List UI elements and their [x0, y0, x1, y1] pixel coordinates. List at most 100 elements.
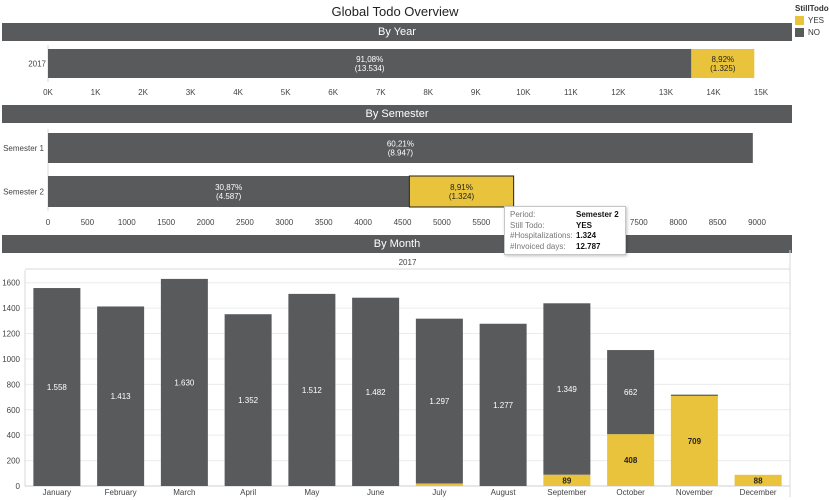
y-tick-label: 200	[7, 457, 21, 466]
x-tick-label: 4500	[394, 218, 412, 227]
bar-january-no	[33, 288, 81, 486]
x-tick-label-june: June	[367, 488, 385, 497]
tooltip-row-invoiced-days: #Invoiced days: 12.787	[510, 242, 620, 253]
x-tick-label: 11K	[564, 88, 578, 97]
data-label-march-no: 1.630	[174, 378, 195, 387]
data-label-october-yes: 408	[624, 456, 638, 465]
x-tick-label-july: July	[432, 488, 446, 497]
bar-october-no	[607, 350, 655, 435]
x-tick-label-august: August	[491, 488, 517, 497]
x-tick-label: 3K	[186, 88, 196, 97]
bar-october-yes	[607, 434, 655, 486]
data-label-april-no: 1.352	[238, 396, 259, 405]
y-tick-label: 1000	[2, 355, 20, 364]
y-tick-label: 0	[16, 482, 21, 491]
y-tick-label: 1600	[2, 279, 20, 288]
x-tick-label: 4K	[233, 88, 243, 97]
bar-semester-2-no	[48, 176, 410, 207]
x-tick-label: 0K	[43, 88, 53, 97]
bar-june-no	[352, 297, 400, 486]
bar-september-no	[543, 303, 591, 475]
column-header-year: 2017	[399, 258, 417, 267]
tooltip-key: Still Todo:	[510, 220, 545, 230]
data-label-may-no: 1.512	[302, 386, 323, 395]
bar-july-yes	[415, 483, 463, 486]
x-tick-label-january: January	[43, 488, 71, 497]
section-header-year: By Year	[2, 23, 792, 41]
bar-april-no	[224, 314, 272, 486]
x-tick-label: 15K	[754, 88, 769, 97]
x-tick-label-march: March	[173, 488, 195, 497]
data-label-semester-2-no: 30,87% (4.587)	[215, 183, 242, 201]
x-tick-label: 5500	[472, 218, 490, 227]
bar-september-yes	[543, 474, 591, 486]
bar-december-yes	[734, 474, 782, 486]
x-tick-label: 9K	[471, 88, 481, 97]
legend-label-no: NO	[808, 28, 820, 37]
page-title: Global Todo Overview	[331, 4, 459, 19]
tooltip-row-period: Period: Semester 2	[510, 210, 620, 221]
data-label-semester-1-no: 60,21% (8.947)	[387, 140, 414, 158]
bar-november-yes	[670, 395, 718, 486]
y-tick-label: 400	[7, 431, 21, 440]
x-tick-label: 1K	[91, 88, 101, 97]
x-tick-label-december: December	[740, 488, 777, 497]
tooltip-key: Period:	[510, 210, 536, 219]
tooltip-value: 1.324	[576, 231, 597, 240]
x-tick-label-september: September	[547, 488, 586, 497]
category-label-semester-2: Semester 2	[3, 188, 44, 197]
data-label-december-yes: 88	[754, 476, 763, 485]
x-tick-label: 5K	[281, 88, 291, 97]
x-tick-label-april: April	[240, 488, 256, 497]
y-tick-label: 600	[7, 406, 21, 415]
tooltip-row-hospitalizations: #Hospitalizations: 1.324	[510, 231, 620, 242]
x-tick-label: 5000	[433, 218, 451, 227]
tooltip-key: #Invoiced days:	[510, 241, 566, 251]
x-tick-label: 6K	[328, 88, 338, 97]
x-tick-label: 1000	[118, 218, 136, 227]
section-header-semester: By Semester	[2, 105, 792, 123]
data-label-february-no: 1.413	[111, 392, 132, 401]
x-tick-label: 8000	[669, 218, 687, 227]
tooltip-row-still-todo: Still Todo: YES	[510, 221, 620, 232]
legend-label-yes: YES	[808, 16, 825, 25]
bar-march-no	[160, 278, 208, 486]
bar-may-no	[288, 293, 336, 486]
bar-august-no	[479, 323, 527, 486]
data-label-2017-yes: 8,92% (1.325)	[710, 55, 736, 73]
y-tick-label: 800	[7, 380, 21, 389]
data-label-2017-no: 91,08% (13.534)	[355, 55, 385, 73]
x-tick-label: 500	[81, 218, 95, 227]
x-tick-label: 13K	[659, 88, 674, 97]
legend-item-yes[interactable]: YES	[795, 16, 829, 25]
tooltip-value: 12.787	[576, 241, 601, 251]
tooltip-key: #Hospitalizations:	[510, 231, 573, 240]
data-label-semester-2-yes: 8,91% (1.324)	[449, 183, 475, 201]
bar-semester-2-yes	[408, 175, 515, 208]
data-label-september-yes: 89	[562, 476, 571, 485]
x-tick-label-february: February	[105, 488, 137, 497]
legend: StillTodo YES NO	[795, 4, 829, 40]
x-tick-label: 4000	[354, 218, 372, 227]
data-label-october-no: 662	[624, 388, 638, 397]
x-tick-label: 9000	[748, 218, 766, 227]
legend-item-no[interactable]: NO	[795, 28, 829, 37]
category-label-2017: 2017	[28, 60, 46, 69]
x-tick-label: 7K	[376, 88, 386, 97]
legend-swatch-yes	[795, 16, 804, 25]
bar-february-no	[97, 306, 145, 486]
data-label-january-no: 1.558	[47, 383, 68, 392]
category-label-semester-1: Semester 1	[3, 144, 44, 153]
bar-2017-yes	[691, 49, 755, 78]
x-tick-label-october: October	[616, 488, 645, 497]
tooltip-value: Semester 2	[576, 210, 619, 219]
bar-2017-no	[48, 49, 692, 78]
tooltip-value: YES	[576, 220, 593, 230]
data-label-july-no: 1.297	[429, 397, 450, 406]
data-label-august-no: 1.277	[493, 401, 514, 410]
x-tick-label-november: November	[676, 488, 713, 497]
data-label-november-yes: 709	[688, 437, 702, 446]
y-tick-label: 1400	[2, 304, 20, 313]
data-label-september-no: 1.349	[557, 385, 578, 394]
